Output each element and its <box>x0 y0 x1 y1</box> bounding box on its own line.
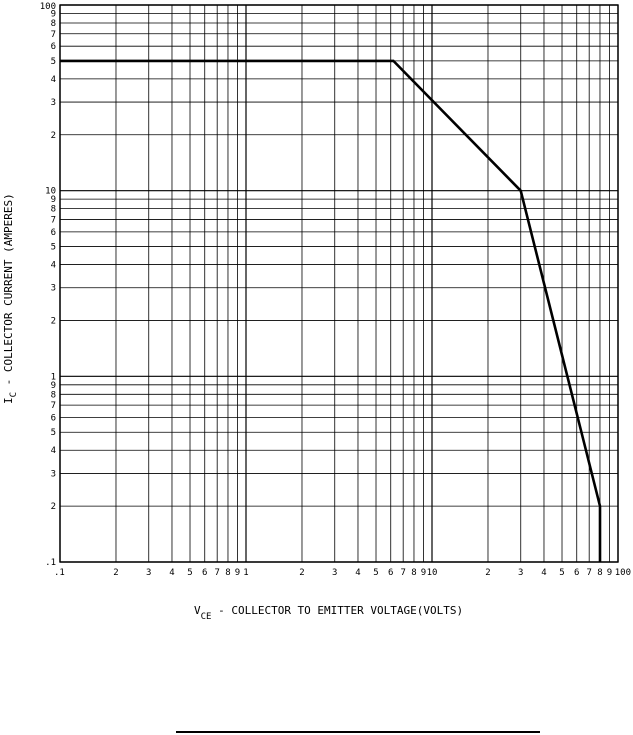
y-axis-label: IC - COLLECTOR CURRENT (AMPERES) <box>2 193 19 404</box>
x-tick-label: 9 <box>421 568 426 578</box>
y-tick-label: 2 <box>51 131 56 141</box>
x-tick-label: .1 <box>54 568 65 578</box>
x-tick-label: 3 <box>146 568 151 578</box>
x-tick-label: 5 <box>373 568 378 578</box>
y-tick-label: 3 <box>51 98 56 108</box>
y-tick-label: 5 <box>51 243 56 253</box>
x-tick-label: 1 <box>243 568 248 578</box>
x-tick-label: 6 <box>202 568 207 578</box>
y-tick-label: 8 <box>51 205 56 215</box>
x-tick-labels: .1 2 3 4 5 6 7 8 9 1 2 3 4 5 6 7 8 9 10 2 3 4 5 6 7 8 9 100 <box>54 568 631 578</box>
x-tick-label: 5 <box>187 568 192 578</box>
y-tick-label: 9 <box>51 195 56 205</box>
x-axis-label-main: V <box>194 604 201 617</box>
x-tick-label: 7 <box>586 568 591 578</box>
y-tick-label: 4 <box>51 75 56 85</box>
footer-rule <box>176 731 540 733</box>
x-axis-label-rest: - COLLECTOR TO EMITTER VOLTAGE(VOLTS) <box>211 604 463 617</box>
y-tick-label: 100 <box>40 2 56 12</box>
x-tick-label: 2 <box>299 568 304 578</box>
x-tick-label: 2 <box>485 568 490 578</box>
y-axis-label-sub: C <box>9 392 19 397</box>
y-axis-label-main: I <box>2 397 15 404</box>
x-tick-label: 7 <box>214 568 219 578</box>
x-axis-label: VCE - COLLECTOR TO EMITTER VOLTAGE(VOLTS… <box>194 604 463 622</box>
y-tick-label: 5 <box>51 57 56 67</box>
y-tick-label: 4 <box>51 446 56 456</box>
y-tick-label: 6 <box>51 228 56 238</box>
y-tick-label: 5 <box>51 428 56 438</box>
y-tick-label: 7 <box>51 30 56 40</box>
x-tick-label: 6 <box>574 568 579 578</box>
y-tick-label: 4 <box>51 261 56 271</box>
y-tick-label: .1 <box>45 558 56 568</box>
x-tick-label: 3 <box>518 568 523 578</box>
x-tick-label: 8 <box>597 568 602 578</box>
plot-frame <box>59 4 619 563</box>
x-tick-label: 10 <box>427 568 438 578</box>
x-tick-label: 100 <box>615 568 631 578</box>
y-tick-label: 2 <box>51 502 56 512</box>
y-tick-label: 3 <box>51 284 56 294</box>
x-tick-label: 8 <box>225 568 230 578</box>
y-tick-label: 8 <box>51 390 56 400</box>
y-tick-label: 9 <box>51 381 56 391</box>
x-tick-label: 5 <box>559 568 564 578</box>
curve-layer <box>60 59 602 562</box>
x-tick-label: 4 <box>355 568 360 578</box>
y-tick-label: 9 <box>51 9 56 19</box>
grid <box>59 4 619 563</box>
y-tick-label: 6 <box>51 414 56 424</box>
x-tick-label: 7 <box>400 568 405 578</box>
y-tick-label: 7 <box>51 215 56 225</box>
x-tick-label: 4 <box>169 568 174 578</box>
soa-boundary-line <box>60 59 602 562</box>
y-tick-label: 3 <box>51 469 56 479</box>
x-tick-label: 2 <box>113 568 118 578</box>
y-tick-label: 1 <box>51 372 56 382</box>
x-tick-label: 9 <box>235 568 240 578</box>
x-axis-label-sub: CE <box>201 612 212 622</box>
x-tick-label: 6 <box>388 568 393 578</box>
y-axis-label-rest: - COLLECTOR CURRENT (AMPERES) <box>2 193 15 392</box>
x-tick-label: 9 <box>607 568 612 578</box>
y-tick-label: 7 <box>51 401 56 411</box>
y-tick-label: 2 <box>51 316 56 326</box>
y-tick-label: 6 <box>51 42 56 52</box>
x-tick-label: 8 <box>411 568 416 578</box>
y-tick-label: 8 <box>51 19 56 29</box>
x-tick-label: 4 <box>541 568 546 578</box>
x-tick-label: 3 <box>332 568 337 578</box>
y-tick-label: 10 <box>45 187 56 197</box>
